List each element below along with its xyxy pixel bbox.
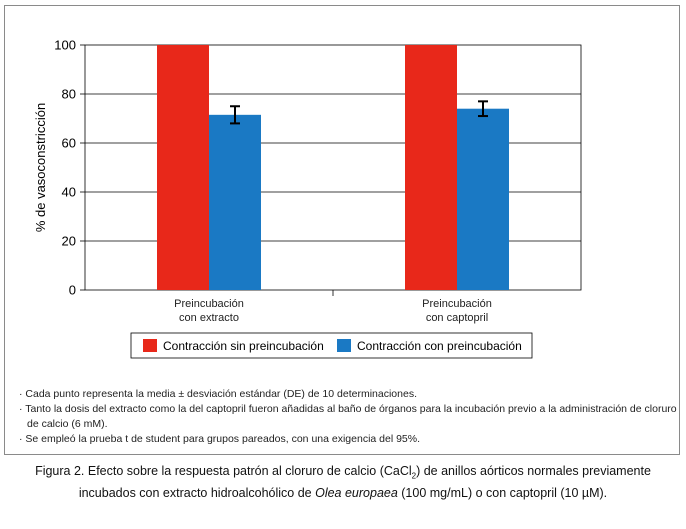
legend-label-0: Contracción sin preincubación [163, 339, 324, 353]
caption-subscript: 2 [411, 471, 417, 481]
caption-part1: Figura 2. Efecto sobre la respuesta patr… [35, 464, 412, 478]
y-tick-label-60: 60 [62, 136, 76, 151]
legend-swatch-1 [337, 339, 351, 352]
x-tick-label-0-1: con extracto [179, 312, 239, 324]
y-tick-label-100: 100 [54, 38, 76, 53]
caption-part3: (100 mg/mL) o con captopril (10 µM). [397, 485, 608, 500]
y-axis-label: % de vasoconstricción [33, 103, 48, 232]
legend-swatch-0 [143, 339, 157, 352]
bar-0-1 [405, 45, 457, 290]
note-3: · Se empleó la prueba t de student para … [19, 433, 421, 445]
note-2: · Tanto la dosis del extracto como la de… [19, 403, 677, 430]
x-tick-label-1-1: con captopril [426, 312, 488, 324]
x-tick-label-0-0: Preincubación [174, 298, 244, 310]
caption-species: Olea europaea [315, 485, 398, 500]
caption-part2: ) de anillos aórticos normales previamen… [78, 464, 651, 500]
bar-chart: 0 20 40 60 80 100 % de vasoconstricción Preincu… [33, 38, 582, 359]
x-tick-label-1-0: Preincubación [422, 298, 492, 310]
figure-caption: Figura 2. Efecto sobre la respuesta patr… [10, 463, 676, 502]
y-tick-label-40: 40 [62, 185, 76, 200]
figure-notes: · Cada punto representa la media ± desvi… [19, 387, 679, 447]
legend-label-1: Contracción con preincubación [357, 339, 522, 353]
legend-box [130, 332, 533, 359]
bar-1-0 [209, 114, 261, 290]
y-tick-label-80: 80 [62, 87, 76, 102]
bar-0-0 [157, 45, 209, 290]
y-tick-label-20: 20 [62, 234, 76, 249]
note-1: · Cada punto representa la media ± desvi… [19, 388, 417, 400]
bar-1-1 [457, 108, 509, 290]
figure-frame: 0 20 40 60 80 100 % de vasoconstricción Preincu… [4, 5, 680, 455]
y-tick-label-0: 0 [69, 283, 76, 298]
